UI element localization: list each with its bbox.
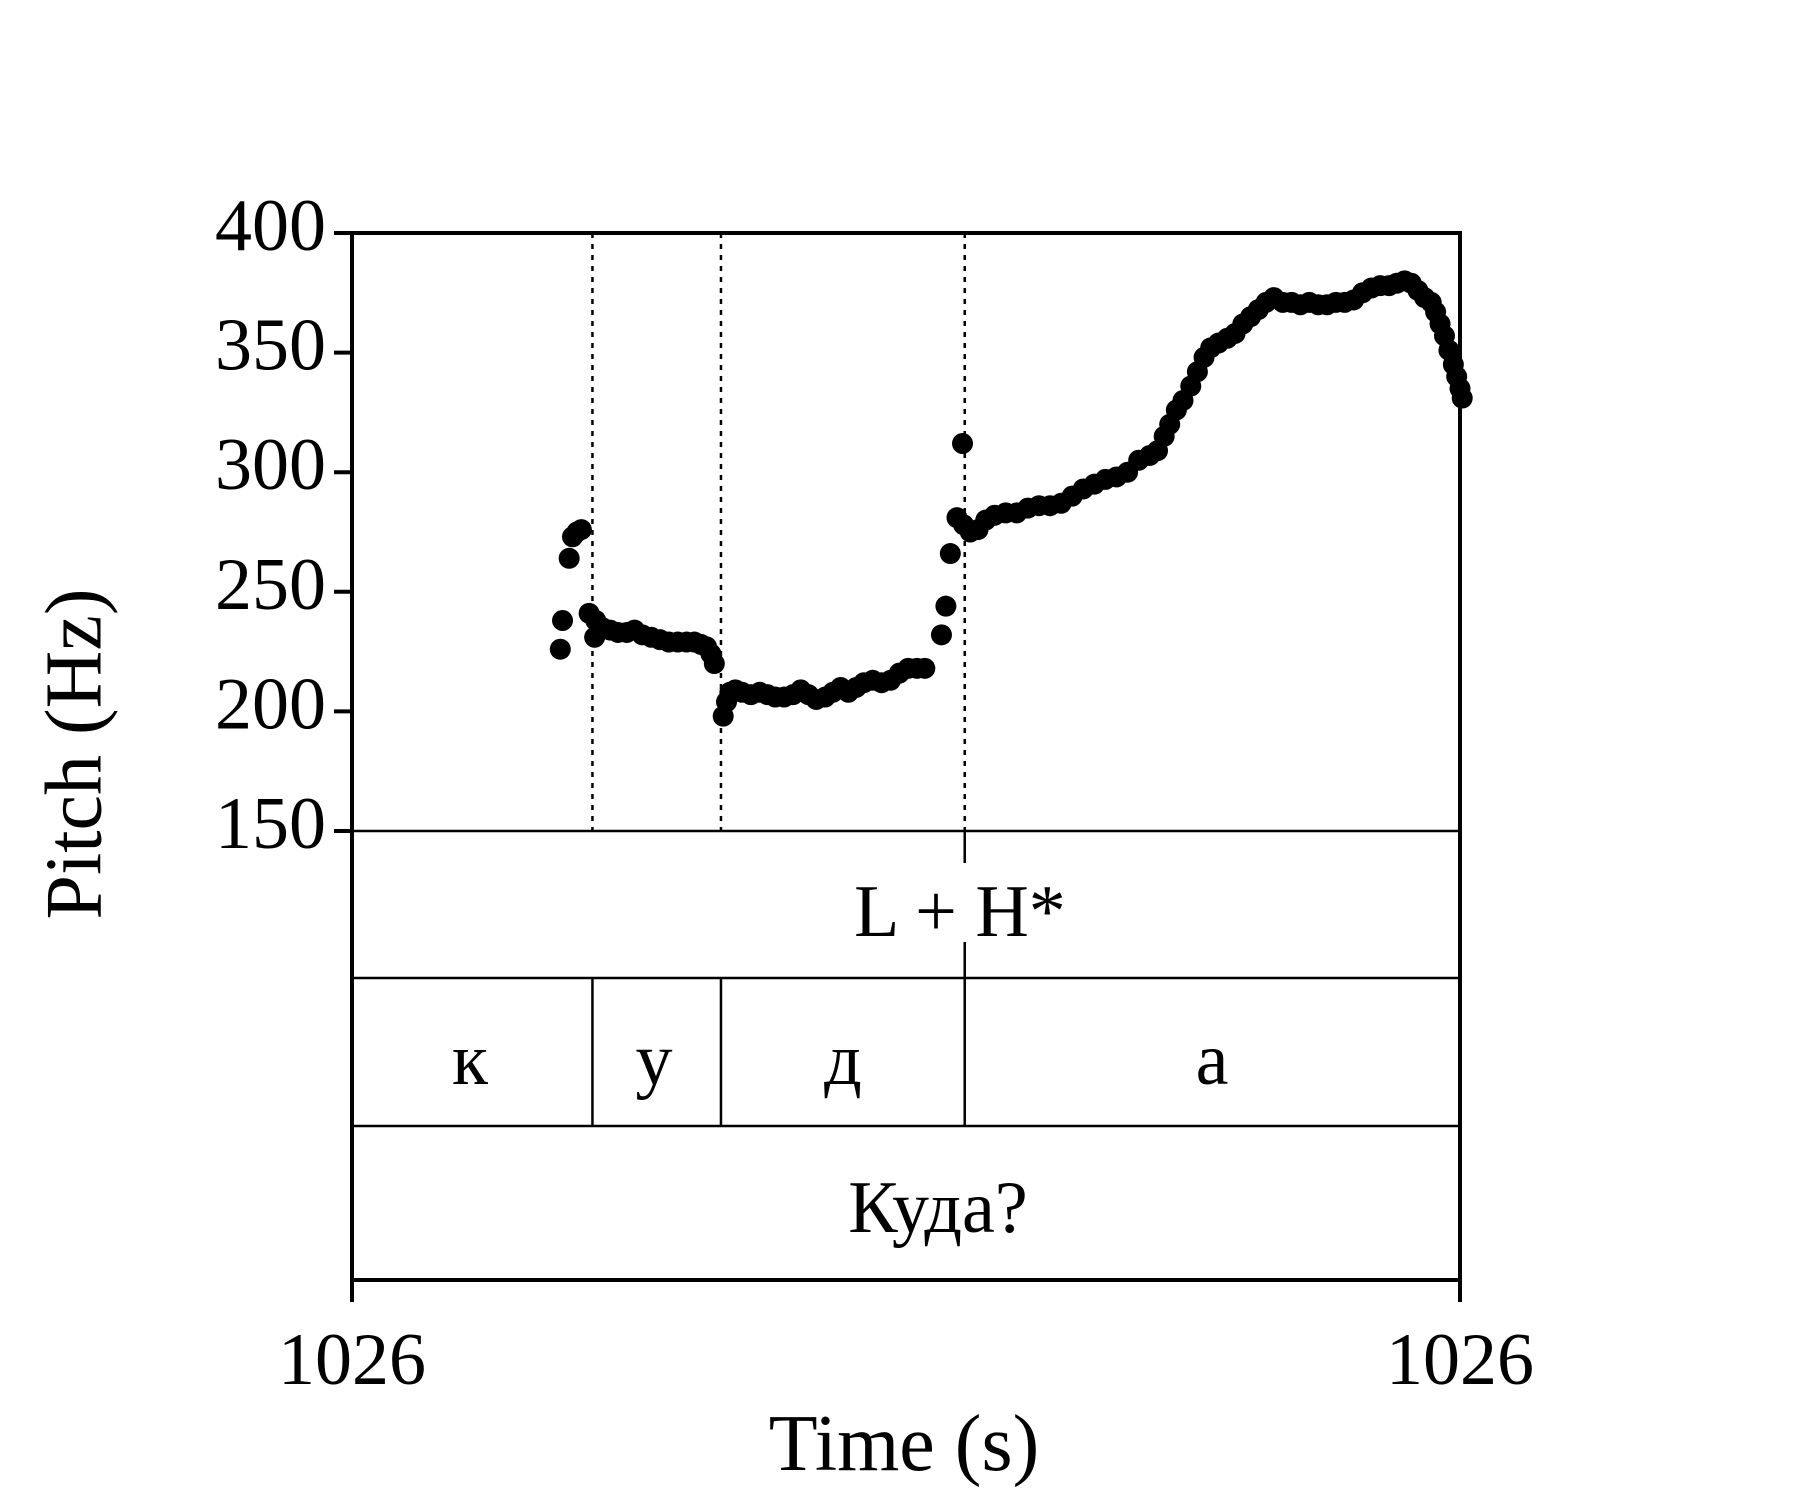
y-tick-label: 400	[215, 185, 326, 267]
y-tick-label: 350	[215, 305, 326, 387]
pitch-point	[914, 657, 936, 679]
pitch-point	[558, 547, 580, 569]
x-axis-title: Time (s)	[769, 1400, 1039, 1488]
y-tick-label: 200	[215, 663, 326, 745]
y-tick-label: 300	[215, 424, 326, 506]
x-tick-label-end: 1026	[1386, 1319, 1534, 1401]
pitch-point	[552, 610, 574, 632]
plot-frame	[350, 231, 1462, 1282]
y-tick-label: 150	[215, 783, 326, 865]
segment-label-k: к	[452, 1019, 489, 1101]
y-axis-title: Pitch (Hz)	[30, 588, 118, 919]
y-tick-label: 250	[215, 544, 326, 626]
segment-label-d: д	[824, 1019, 862, 1101]
segment-label-a: а	[1196, 1019, 1229, 1101]
word-tier-label: Куда?	[848, 1167, 1027, 1249]
x-tick-label-start: 1026	[278, 1319, 426, 1401]
pitch-point	[952, 432, 974, 454]
pitch-point	[570, 519, 592, 541]
pitch-point	[930, 624, 952, 646]
pitch-point	[549, 638, 571, 660]
segment-label-u: у	[636, 1019, 673, 1101]
pitch-point	[703, 653, 725, 675]
tone-tier-label: L + H*	[854, 871, 1066, 953]
pitch-point	[1451, 387, 1473, 409]
pitch-point	[935, 595, 957, 617]
pitch-point	[939, 543, 961, 565]
